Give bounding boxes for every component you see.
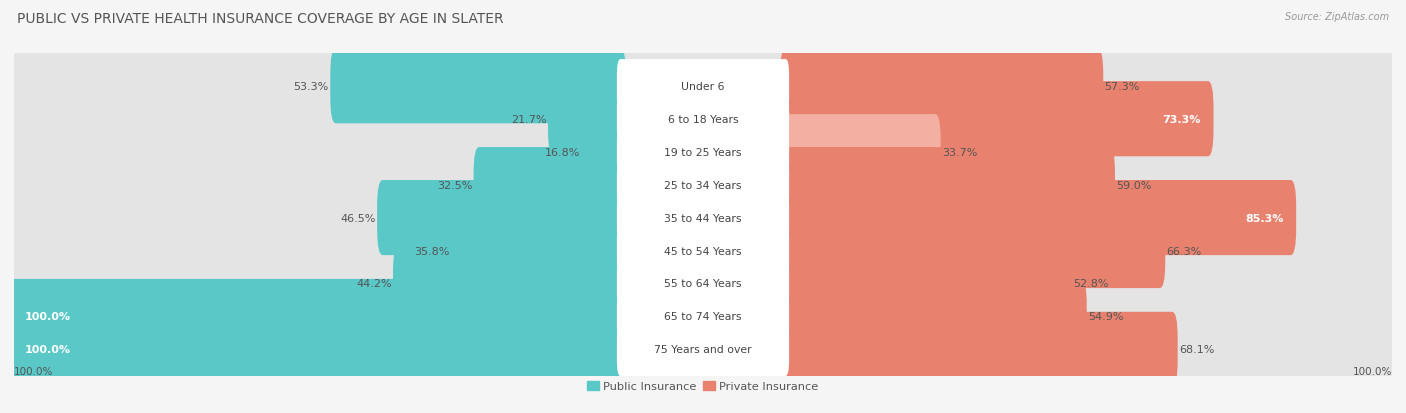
FancyBboxPatch shape (11, 177, 1395, 259)
Text: 33.7%: 33.7% (942, 147, 977, 157)
FancyBboxPatch shape (617, 323, 789, 376)
FancyBboxPatch shape (377, 180, 626, 256)
FancyBboxPatch shape (780, 312, 1178, 387)
Text: 59.0%: 59.0% (1116, 180, 1152, 190)
Text: 21.7%: 21.7% (512, 114, 547, 124)
FancyBboxPatch shape (780, 180, 1296, 256)
Text: 35 to 44 Years: 35 to 44 Years (664, 213, 742, 223)
Text: 6 to 18 Years: 6 to 18 Years (668, 114, 738, 124)
FancyBboxPatch shape (780, 148, 1115, 223)
FancyBboxPatch shape (11, 78, 1395, 161)
Text: 73.3%: 73.3% (1163, 114, 1201, 124)
FancyBboxPatch shape (582, 115, 626, 190)
FancyBboxPatch shape (11, 144, 1395, 226)
FancyBboxPatch shape (617, 60, 789, 113)
Text: 19 to 25 Years: 19 to 25 Years (664, 147, 742, 157)
Text: 55 to 64 Years: 55 to 64 Years (664, 279, 742, 289)
FancyBboxPatch shape (617, 224, 789, 278)
Text: 57.3%: 57.3% (1105, 82, 1140, 92)
FancyBboxPatch shape (780, 49, 1104, 124)
Text: 54.9%: 54.9% (1088, 312, 1123, 322)
FancyBboxPatch shape (11, 243, 1395, 325)
Text: 25 to 34 Years: 25 to 34 Years (664, 180, 742, 190)
Text: Under 6: Under 6 (682, 82, 724, 92)
Text: 100.0%: 100.0% (14, 366, 53, 376)
Text: 75 Years and over: 75 Years and over (654, 344, 752, 354)
Text: 53.3%: 53.3% (294, 82, 329, 92)
FancyBboxPatch shape (780, 279, 1087, 354)
FancyBboxPatch shape (11, 111, 1395, 193)
FancyBboxPatch shape (11, 275, 1395, 358)
FancyBboxPatch shape (780, 82, 1213, 157)
Text: 16.8%: 16.8% (546, 147, 581, 157)
Text: 68.1%: 68.1% (1180, 344, 1215, 354)
Text: 52.8%: 52.8% (1074, 279, 1109, 289)
FancyBboxPatch shape (392, 246, 626, 321)
FancyBboxPatch shape (780, 246, 1073, 321)
Text: Source: ZipAtlas.com: Source: ZipAtlas.com (1285, 12, 1389, 22)
Text: 35.8%: 35.8% (415, 246, 450, 256)
FancyBboxPatch shape (780, 214, 1166, 288)
FancyBboxPatch shape (11, 309, 1395, 391)
Text: PUBLIC VS PRIVATE HEALTH INSURANCE COVERAGE BY AGE IN SLATER: PUBLIC VS PRIVATE HEALTH INSURANCE COVER… (17, 12, 503, 26)
FancyBboxPatch shape (548, 82, 626, 157)
Text: 100.0%: 100.0% (24, 344, 70, 354)
FancyBboxPatch shape (8, 312, 626, 387)
FancyBboxPatch shape (617, 93, 789, 146)
FancyBboxPatch shape (330, 49, 626, 124)
Text: 45 to 54 Years: 45 to 54 Years (664, 246, 742, 256)
FancyBboxPatch shape (617, 191, 789, 244)
FancyBboxPatch shape (451, 214, 626, 288)
FancyBboxPatch shape (617, 126, 789, 179)
FancyBboxPatch shape (617, 290, 789, 343)
Text: 44.2%: 44.2% (356, 279, 392, 289)
FancyBboxPatch shape (617, 159, 789, 212)
Text: 32.5%: 32.5% (437, 180, 472, 190)
FancyBboxPatch shape (617, 257, 789, 311)
FancyBboxPatch shape (474, 148, 626, 223)
Text: 100.0%: 100.0% (24, 312, 70, 322)
Text: 66.3%: 66.3% (1167, 246, 1202, 256)
Text: 100.0%: 100.0% (1353, 366, 1392, 376)
FancyBboxPatch shape (11, 45, 1395, 128)
Legend: Public Insurance, Private Insurance: Public Insurance, Private Insurance (582, 376, 824, 396)
Text: 85.3%: 85.3% (1246, 213, 1284, 223)
FancyBboxPatch shape (780, 115, 941, 190)
FancyBboxPatch shape (8, 279, 626, 354)
Text: 65 to 74 Years: 65 to 74 Years (664, 312, 742, 322)
Text: 46.5%: 46.5% (340, 213, 375, 223)
FancyBboxPatch shape (11, 210, 1395, 292)
